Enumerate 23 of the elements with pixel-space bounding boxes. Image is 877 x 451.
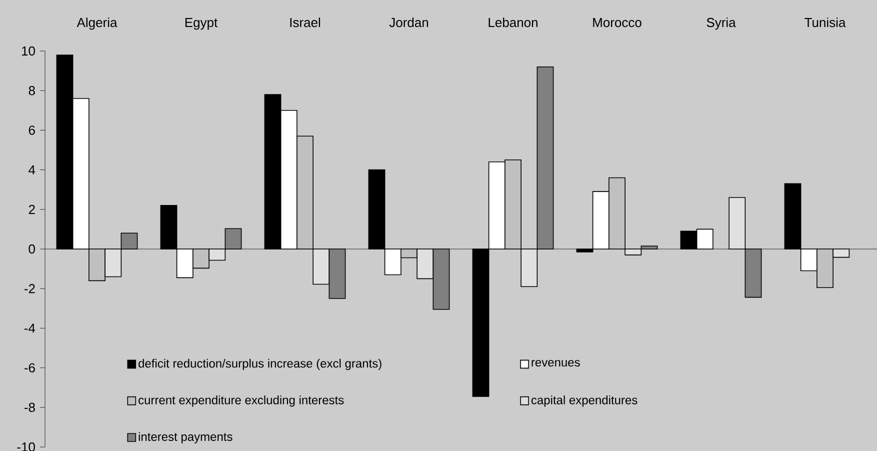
y-tick-label: 4 xyxy=(28,165,36,174)
x-tick-label: Lebanon xyxy=(488,18,538,28)
legend-label: interest payments xyxy=(138,432,232,444)
x-tick-label: Syria xyxy=(706,18,736,30)
y-tick-label: -8 xyxy=(24,402,35,412)
legend-label: revenues xyxy=(532,360,580,367)
x-tick-label: Egypt xyxy=(185,18,218,30)
x-tick-label: Morocco xyxy=(593,18,642,28)
y-tick-label: 0 xyxy=(28,244,35,254)
y-tick-label: 8 xyxy=(28,86,35,96)
y-tick-label: -2 xyxy=(24,284,35,294)
y-tick-label: 2 xyxy=(28,204,35,214)
legend-label: current expenditure excluding interests xyxy=(138,396,344,407)
y-tick-label: -6 xyxy=(24,363,35,372)
x-tick-label: Israel xyxy=(290,18,320,28)
y-tick-label: -4 xyxy=(24,324,36,333)
x-tick-label: Jordan xyxy=(389,18,428,28)
y-tick-label: 10 xyxy=(22,46,35,56)
x-tick-label: Algeria xyxy=(76,18,118,30)
y-tick-label: 6 xyxy=(28,126,35,135)
legend-label: deficit reduction/surplus increase (excl grants) xyxy=(138,358,382,370)
legend-label: capital expenditures xyxy=(531,396,638,407)
x-tick-label: Tunisia xyxy=(804,18,846,28)
